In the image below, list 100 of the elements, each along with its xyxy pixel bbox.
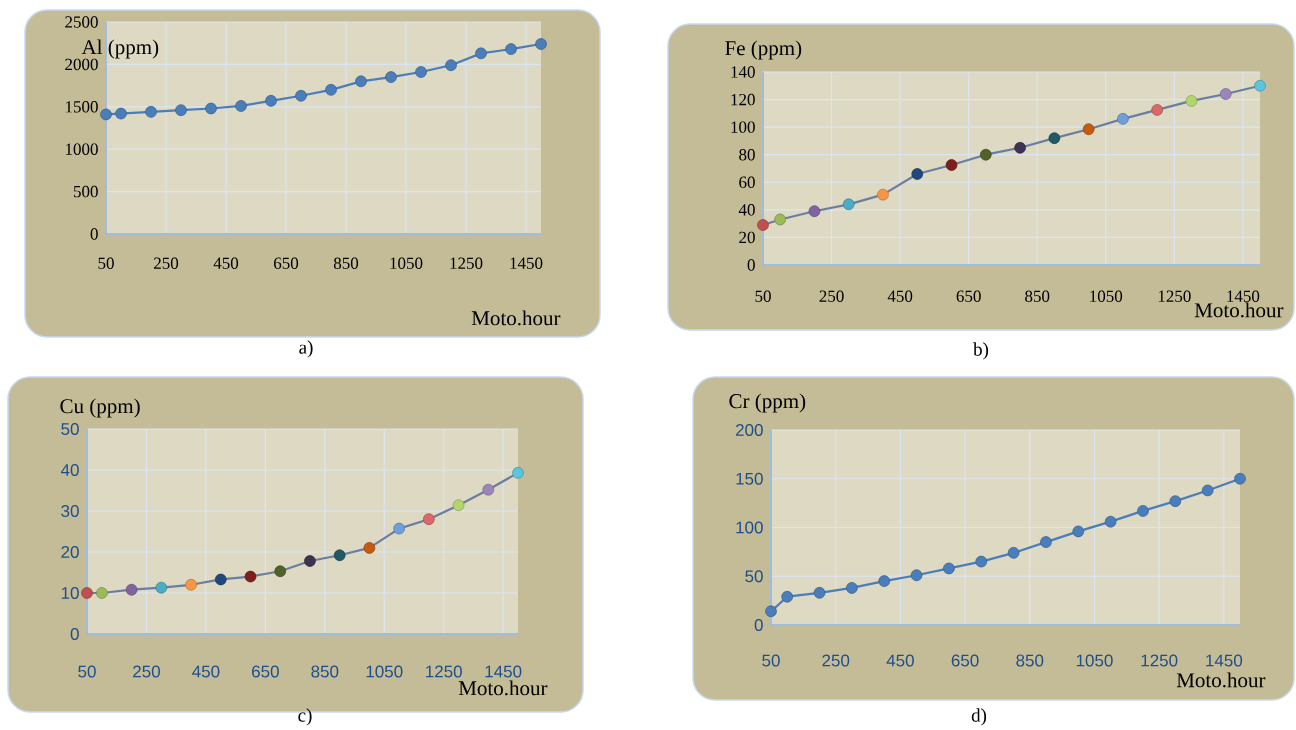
point (980, 148, 992, 161)
point (1219, 88, 1232, 100)
point (943, 562, 955, 575)
point (81, 587, 93, 599)
point (96, 587, 108, 599)
point (445, 59, 457, 72)
x-tick-label: 650 (273, 257, 299, 269)
x-tick-label: 850 (311, 665, 339, 678)
point (205, 102, 217, 115)
y-tick-label: 500 (73, 185, 98, 198)
y-tick-label: 40 (738, 204, 755, 216)
point (363, 542, 376, 554)
point (1104, 515, 1117, 528)
x-tick-label: 50 (762, 654, 780, 667)
point (765, 605, 777, 618)
point (244, 570, 257, 583)
x-axis-title: Moto.hour (1194, 302, 1284, 318)
point (274, 565, 287, 578)
y-tick-label: 30 (61, 504, 79, 518)
text: d) (971, 708, 987, 726)
point (415, 66, 427, 78)
point (214, 573, 227, 586)
point (945, 159, 958, 171)
point (145, 106, 157, 118)
text: a) (299, 340, 313, 358)
y-tick-label: 120 (731, 93, 755, 106)
point (808, 205, 821, 218)
x-tick-label: 1050 (390, 257, 423, 269)
y-tick-label: 0 (754, 618, 763, 632)
x-tick-label: 250 (819, 290, 844, 302)
x-tick-label: 1250 (450, 257, 483, 269)
x-tick-label: 650 (951, 654, 979, 667)
x-tick-label: 450 (886, 654, 914, 667)
x-tick-label: 450 (192, 665, 220, 678)
point (774, 213, 786, 226)
point (1082, 123, 1095, 135)
y-tick-label: 0 (70, 627, 79, 641)
point (1007, 547, 1020, 559)
point (813, 587, 826, 599)
point (235, 100, 247, 112)
x-tick-label: 1250 (1158, 290, 1191, 302)
x-tick-label: 1250 (426, 665, 462, 678)
y-axis-title: Fe (ppm) (725, 40, 802, 60)
point (1117, 113, 1129, 125)
x-tick-label: 1250 (1141, 654, 1178, 667)
point (842, 198, 855, 211)
x-tick-label: 1450 (1206, 654, 1243, 667)
y-tick-label: 140 (731, 66, 755, 78)
x-tick-label: 250 (822, 654, 850, 667)
point (304, 555, 316, 567)
point (1014, 142, 1026, 154)
x-tick-label: 250 (154, 257, 179, 269)
x-tick-label: 1050 (366, 665, 403, 678)
y-tick-label: 40 (60, 463, 79, 477)
point (505, 43, 517, 55)
point (1234, 472, 1246, 485)
point (482, 483, 495, 496)
point (393, 522, 405, 535)
y-tick-label: 60 (739, 176, 755, 189)
point (325, 84, 337, 96)
y-tick-label: 100 (731, 121, 755, 133)
point (423, 513, 435, 525)
y-tick-label: 1500 (65, 101, 98, 113)
y-tick-label: 20 (61, 545, 79, 559)
point (125, 583, 138, 596)
point (1048, 132, 1061, 144)
y-tick-label: 50 (61, 422, 79, 436)
x-tick-label: 1450 (485, 665, 522, 678)
y-tick-label: 2500 (65, 16, 98, 28)
x-axis-title: Moto.hour (1176, 672, 1266, 688)
y-tick-label: 20 (739, 231, 755, 244)
point (475, 47, 487, 60)
x-tick-label: 1050 (1090, 290, 1123, 302)
x-axis-title: Moto.hour (458, 680, 548, 696)
point (155, 581, 168, 594)
y-tick-label: 2000 (65, 58, 98, 71)
point (355, 75, 367, 88)
point (911, 168, 924, 180)
point (1254, 79, 1266, 92)
x-tick-label: 850 (333, 257, 359, 269)
y-tick-label: 150 (736, 472, 763, 485)
text: b) (973, 342, 989, 360)
point (295, 89, 307, 102)
x-axis-title: Moto.hour (471, 310, 561, 326)
x-tick-label: 1450 (510, 257, 543, 269)
point (385, 71, 397, 83)
point (333, 549, 346, 562)
point (115, 107, 127, 120)
y-tick-label: 100 (736, 521, 763, 534)
y-tick-label: 0 (747, 259, 755, 271)
point (910, 569, 923, 582)
text: c) (298, 708, 312, 726)
point (100, 108, 112, 121)
y-tick-label: 1000 (65, 143, 98, 155)
y-tick-label: 10 (61, 586, 79, 600)
point (1169, 495, 1182, 507)
point (185, 578, 197, 591)
point (1137, 505, 1149, 517)
x-tick-label: 50 (755, 290, 771, 302)
point (535, 38, 547, 50)
